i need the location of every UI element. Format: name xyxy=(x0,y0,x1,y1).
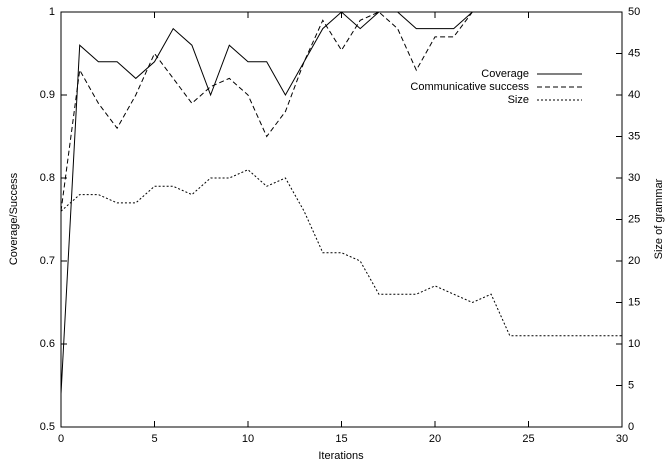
y2-tick-label: 0 xyxy=(628,421,634,433)
y-tick-label: 1 xyxy=(49,6,55,18)
x-tick-label: 10 xyxy=(242,433,254,445)
y-tick-label: 0.9 xyxy=(40,89,55,101)
y2-tick-label: 15 xyxy=(628,296,640,308)
y2-axis-label: Size of grammar xyxy=(653,178,665,259)
y2-tick-label: 10 xyxy=(628,338,640,350)
series-line xyxy=(60,169,622,337)
y2-tick-label: 40 xyxy=(628,89,640,101)
legend-label: Communicative success xyxy=(410,81,529,93)
y-tick-label: 0.7 xyxy=(40,255,55,267)
x-axis-label: Iterations xyxy=(318,450,364,462)
y-axis-label: Coverage/Success xyxy=(8,172,20,265)
y2-tick-label: 30 xyxy=(628,172,640,184)
x-tick-label: 30 xyxy=(616,433,628,445)
x-tick-label: 0 xyxy=(58,433,64,445)
x-tick-label: 20 xyxy=(429,433,441,445)
y2-tick-label: 45 xyxy=(628,47,640,59)
x-tick-label: 5 xyxy=(151,433,157,445)
y2-tick-label: 25 xyxy=(628,213,640,225)
y2-tick-label: 50 xyxy=(628,6,640,18)
series-line xyxy=(60,11,622,394)
y2-tick-label: 20 xyxy=(628,255,640,267)
y2-tick-label: 35 xyxy=(628,130,640,142)
legend-label: Coverage xyxy=(481,68,529,80)
y-tick-label: 0.6 xyxy=(40,338,55,350)
legend-label: Size xyxy=(508,94,529,106)
series-line xyxy=(60,11,622,212)
y-tick-label: 0.5 xyxy=(40,421,55,433)
x-tick-label: 15 xyxy=(335,433,347,445)
x-tick-label: 25 xyxy=(522,433,534,445)
y2-tick-label: 5 xyxy=(628,379,634,391)
y-tick-label: 0.8 xyxy=(40,172,55,184)
